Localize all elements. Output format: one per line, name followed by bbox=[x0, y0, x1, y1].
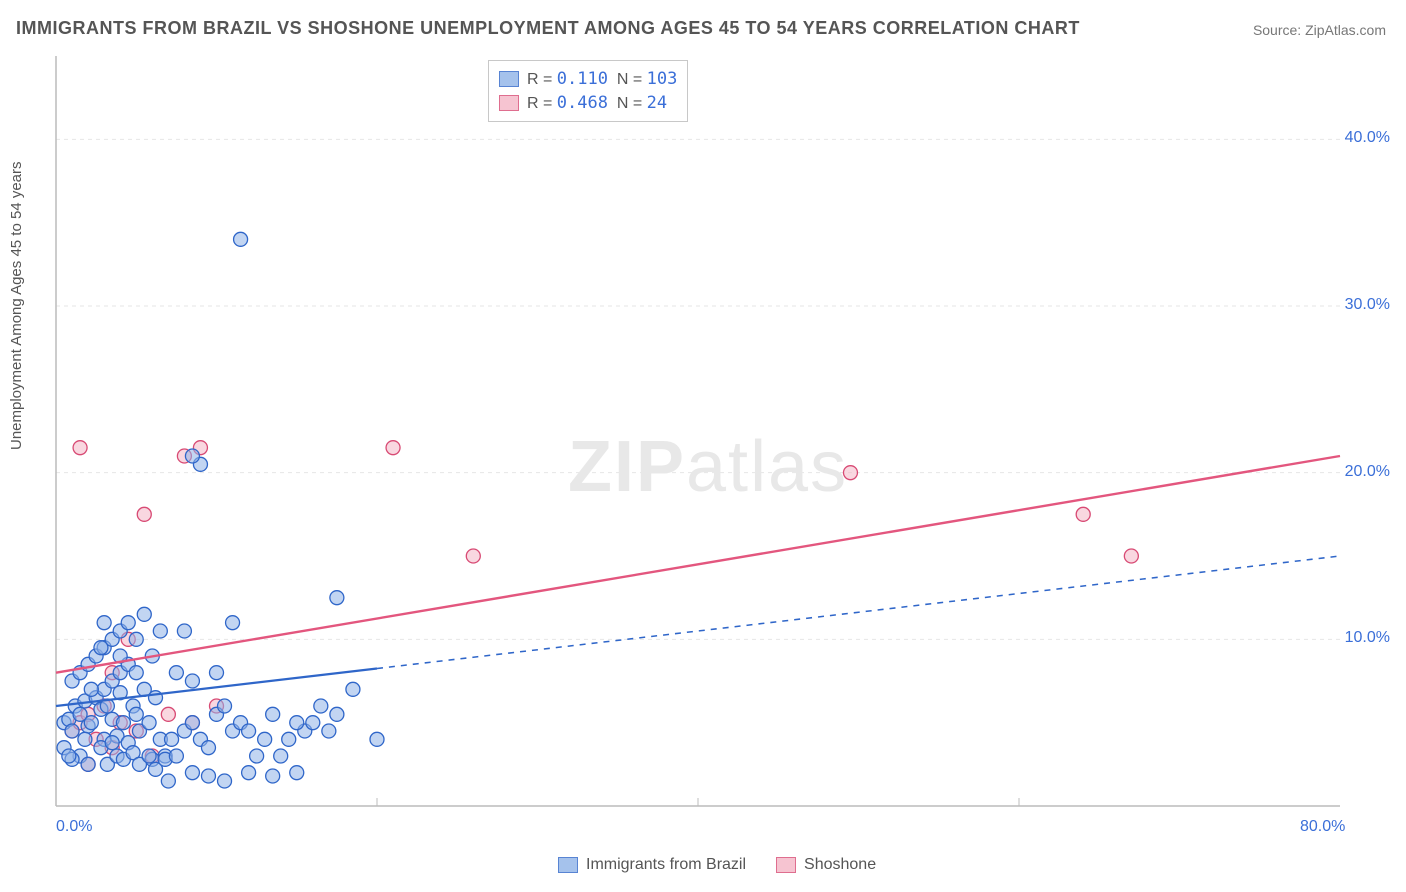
x-tick-label: 0.0% bbox=[56, 818, 92, 836]
legend-series: Immigrants from Brazil Shoshone bbox=[558, 856, 876, 874]
legend-swatch-icon bbox=[558, 857, 578, 873]
legend-label: Immigrants from Brazil bbox=[586, 856, 746, 874]
legend-correlation: R = 0.110 N = 103R = 0.468 N = 24 bbox=[488, 60, 688, 122]
legend-label: Shoshone bbox=[804, 856, 876, 874]
legend-item: Immigrants from Brazil bbox=[558, 856, 746, 874]
y-axis-label: Unemployment Among Ages 45 to 54 years bbox=[8, 161, 25, 450]
legend-swatch-icon bbox=[776, 857, 796, 873]
y-tick-label: 20.0% bbox=[1330, 463, 1390, 481]
page-title: IMMIGRANTS FROM BRAZIL VS SHOSHONE UNEMP… bbox=[16, 18, 1080, 39]
chart-area: ZIPatlas R = 0.110 N = 103R = 0.468 N = … bbox=[48, 56, 1388, 846]
legend-item: Shoshone bbox=[776, 856, 876, 874]
legend-swatch-icon bbox=[499, 71, 519, 87]
y-tick-label: 10.0% bbox=[1330, 629, 1390, 647]
x-tick-label: 80.0% bbox=[1300, 818, 1345, 836]
legend-row: R = 0.110 N = 103 bbox=[499, 67, 677, 91]
legend-swatch-icon bbox=[499, 95, 519, 111]
y-tick-label: 30.0% bbox=[1330, 296, 1390, 314]
source-label: Source: ZipAtlas.com bbox=[1253, 22, 1386, 38]
legend-row: R = 0.468 N = 24 bbox=[499, 91, 677, 115]
y-tick-label: 40.0% bbox=[1330, 129, 1390, 147]
scatter-chart bbox=[48, 56, 1388, 846]
